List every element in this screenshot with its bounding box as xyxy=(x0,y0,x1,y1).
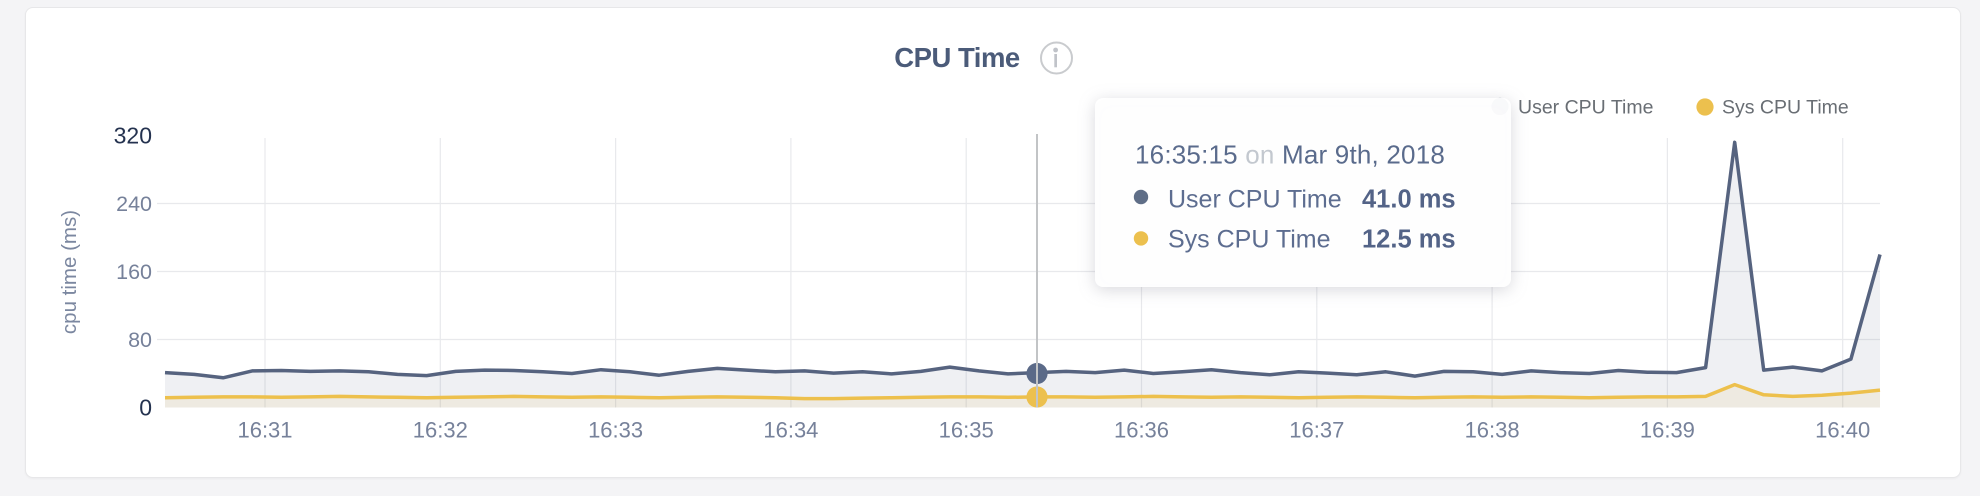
svg-text:80: 80 xyxy=(128,328,152,352)
svg-text:CPU Time: CPU Time xyxy=(894,42,1020,73)
svg-text:240: 240 xyxy=(116,192,152,216)
svg-text:16:31: 16:31 xyxy=(237,418,292,443)
svg-text:16:33: 16:33 xyxy=(588,418,643,443)
svg-text:41.0 ms: 41.0 ms xyxy=(1362,186,1456,214)
svg-text:cpu time (ms): cpu time (ms) xyxy=(58,210,81,334)
svg-text:User CPU Time: User CPU Time xyxy=(1168,186,1342,214)
svg-text:16:40: 16:40 xyxy=(1815,418,1870,443)
svg-text:160: 160 xyxy=(116,260,152,284)
svg-text:16:38: 16:38 xyxy=(1465,418,1520,443)
svg-text:Sys CPU Time: Sys CPU Time xyxy=(1722,97,1849,119)
svg-text:16:36: 16:36 xyxy=(1114,418,1169,443)
svg-text:320: 320 xyxy=(114,123,152,149)
svg-text:User CPU Time: User CPU Time xyxy=(1518,97,1653,119)
svg-text:16:35: 16:35 xyxy=(939,418,994,443)
svg-text:16:37: 16:37 xyxy=(1289,418,1344,443)
svg-text:12.5 ms: 12.5 ms xyxy=(1362,226,1456,254)
svg-text:16:34: 16:34 xyxy=(763,418,818,443)
svg-text:Sys CPU Time: Sys CPU Time xyxy=(1168,226,1331,254)
svg-text:16:32: 16:32 xyxy=(413,418,468,443)
svg-text:16:39: 16:39 xyxy=(1640,418,1695,443)
svg-text:0: 0 xyxy=(139,395,152,421)
svg-text:16:35:15 on Mar 9th, 2018: 16:35:15 on Mar 9th, 2018 xyxy=(1135,140,1445,170)
